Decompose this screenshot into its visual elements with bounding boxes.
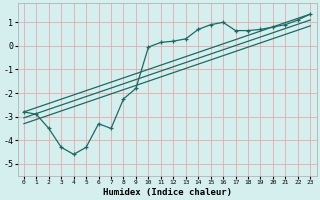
X-axis label: Humidex (Indice chaleur): Humidex (Indice chaleur)	[103, 188, 232, 197]
